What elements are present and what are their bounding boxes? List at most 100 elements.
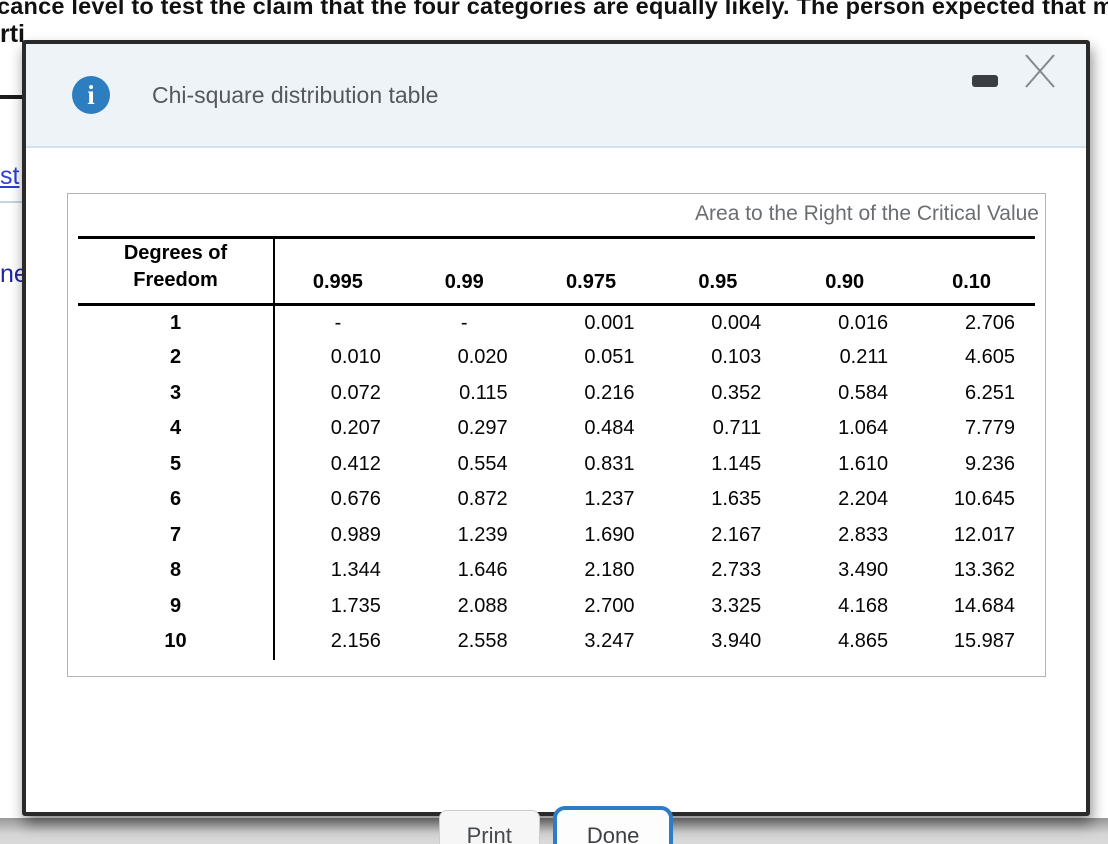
value-cell: 14.684 <box>953 594 1015 617</box>
dialog-title: Chi-square distribution table <box>152 81 439 108</box>
column-header: 0.99 <box>444 271 484 293</box>
column-header: 0.975 <box>566 271 617 293</box>
window-controls <box>972 53 1058 89</box>
df-cell: 4 <box>78 411 275 447</box>
value-cell: 0.010 <box>330 346 381 369</box>
background-link-fragment[interactable]: st <box>0 162 20 190</box>
chi-square-table-container: Area to the Right of the Critical Value … <box>67 193 1046 677</box>
dialog-button-row: Print Done <box>26 781 1086 844</box>
table-row: 8 1.344 1.646 2.180 2.733 3.490 13.362 <box>78 553 1035 589</box>
df-cell: 5 <box>78 446 275 482</box>
value-cell: 2.088 <box>457 594 508 617</box>
value-cell: 0.072 <box>330 381 381 404</box>
print-button[interactable]: Print <box>438 810 540 844</box>
value-cell: 15.987 <box>953 630 1015 653</box>
value-cell: 0.207 <box>330 417 381 440</box>
value-cell: 0.711 <box>712 417 762 440</box>
df-cell: 8 <box>78 553 275 589</box>
value-cell: 12.017 <box>953 523 1015 546</box>
value-cell: 2.706 <box>964 311 1015 334</box>
done-button[interactable]: Done <box>552 806 674 844</box>
table-row: 1 - - 0.001 0.004 0.016 2.706 <box>78 304 1035 340</box>
df-cell: 2 <box>78 340 275 376</box>
value-cell: 1.735 <box>330 594 381 617</box>
table-row: 6 0.676 0.872 1.237 1.635 2.204 10.645 <box>78 482 1035 518</box>
column-header: 0.995 <box>312 271 363 293</box>
close-icon[interactable] <box>1022 53 1058 89</box>
value-cell: 3.247 <box>584 630 635 653</box>
dialog-header: i Chi-square distribution table <box>26 44 1086 148</box>
value-cell: 4.865 <box>838 630 889 653</box>
table-row: 5 0.412 0.554 0.831 1.145 1.610 9.236 <box>78 446 1035 482</box>
value-cell: 1.239 <box>457 523 508 546</box>
table-row: 4 0.207 0.297 0.484 0.711 1.064 7.779 <box>78 411 1035 447</box>
value-cell: - <box>460 311 468 334</box>
value-cell: 0.103 <box>711 346 762 369</box>
table-row: 10 2.156 2.558 3.247 3.940 4.865 15.987 <box>78 624 1035 660</box>
value-cell: 1.145 <box>711 452 762 475</box>
value-cell: 0.016 <box>838 311 889 334</box>
value-cell: 3.325 <box>711 594 762 617</box>
table-row: 9 1.735 2.088 2.700 3.325 4.168 14.684 <box>78 588 1035 624</box>
value-cell: 0.001 <box>584 311 635 334</box>
value-cell: 0.554 <box>457 452 508 475</box>
chi-square-table: Degrees of Freedom 0.995 0.99 0.975 0.95 0.9… <box>78 236 1035 660</box>
value-cell: 2.700 <box>584 594 635 617</box>
value-cell: 0.584 <box>838 381 889 404</box>
value-cell: 9.236 <box>964 452 1015 475</box>
value-cell: 2.733 <box>711 559 762 582</box>
degrees-of-freedom-header: Degrees of Freedom <box>78 237 275 305</box>
value-cell: 0.989 <box>330 523 381 546</box>
value-cell: 0.216 <box>584 381 635 404</box>
value-cell: 3.490 <box>838 559 889 582</box>
table-row: 2 0.010 0.020 0.051 0.103 0.211 4.605 <box>78 340 1035 376</box>
value-cell: 1.635 <box>711 488 762 511</box>
background-text-fragment: rti <box>0 20 25 48</box>
column-header: 0.90 <box>825 271 865 293</box>
value-cell: 1.646 <box>457 559 508 582</box>
minimize-icon[interactable] <box>972 75 998 87</box>
background-divider-light <box>0 201 28 203</box>
value-cell: 0.297 <box>457 417 508 440</box>
value-cell: 3.940 <box>711 630 762 653</box>
table-row: 3 0.072 0.115 0.216 0.352 0.584 6.251 <box>78 375 1035 411</box>
value-cell: 1.690 <box>584 523 635 546</box>
value-cell: 0.831 <box>584 452 635 475</box>
value-cell: 1.610 <box>838 452 889 475</box>
value-cell: 0.352 <box>711 381 762 404</box>
value-cell: 13.362 <box>953 559 1015 582</box>
value-cell: 2.156 <box>330 630 381 653</box>
value-cell: 0.051 <box>584 346 635 369</box>
df-cell: 6 <box>78 482 275 518</box>
value-cell: - <box>334 311 342 334</box>
table-row: 7 0.989 1.239 1.690 2.167 2.833 12.017 <box>78 517 1035 553</box>
value-cell: 1.344 <box>330 559 381 582</box>
value-cell: 2.558 <box>457 630 508 653</box>
value-cell: 2.180 <box>584 559 635 582</box>
info-icon: i <box>72 76 110 114</box>
value-cell: 0.020 <box>457 346 508 369</box>
value-cell: 6.251 <box>964 381 1015 404</box>
df-cell: 9 <box>78 588 275 624</box>
value-cell: 1.237 <box>584 488 635 511</box>
df-cell: 7 <box>78 517 275 553</box>
value-cell: 7.779 <box>964 417 1015 440</box>
value-cell: 1.064 <box>838 417 889 440</box>
value-cell: 4.168 <box>838 594 889 617</box>
value-cell: 0.412 <box>330 452 381 475</box>
value-cell: 2.204 <box>838 488 889 511</box>
value-cell: 0.676 <box>330 488 381 511</box>
value-cell: 0.872 <box>457 488 508 511</box>
df-cell: 10 <box>78 624 275 660</box>
background-divider-dark <box>0 95 28 99</box>
table-caption: Area to the Right of the Critical Value <box>695 202 1039 225</box>
value-cell: 0.004 <box>711 311 762 334</box>
dialog-body: Area to the Right of the Critical Value … <box>26 148 1086 844</box>
column-header: 0.10 <box>952 271 992 293</box>
chi-square-dialog: i Chi-square distribution table Area to … <box>22 40 1090 844</box>
df-cell: 3 <box>78 375 275 411</box>
value-cell: 0.115 <box>459 381 508 404</box>
value-cell: 0.484 <box>584 417 635 440</box>
table-header-row: Degrees of Freedom 0.995 0.99 0.975 0.95 0.9… <box>78 237 1035 305</box>
